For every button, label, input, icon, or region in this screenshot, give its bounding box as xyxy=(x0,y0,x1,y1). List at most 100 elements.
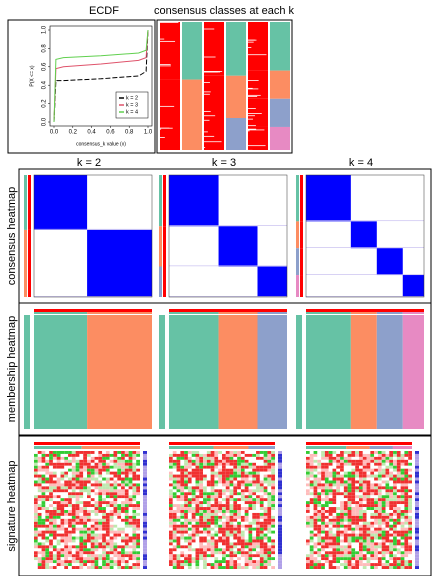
annotation xyxy=(278,459,282,463)
signature-cell xyxy=(359,530,363,534)
signature-cell xyxy=(191,548,196,552)
signature-cell xyxy=(309,521,314,525)
signature-cell xyxy=(184,477,188,481)
signature-cell xyxy=(377,554,382,558)
signature-cell xyxy=(191,483,196,487)
signature-cell xyxy=(180,465,185,469)
signature-cell xyxy=(351,501,356,505)
signature-cell xyxy=(87,456,91,460)
consensus-block xyxy=(350,221,377,249)
signature-cell xyxy=(222,495,226,499)
signature-cell xyxy=(184,521,188,525)
signature-cell xyxy=(351,498,356,502)
signature-cell xyxy=(328,462,333,466)
signature-cell xyxy=(328,501,333,505)
signature-cell xyxy=(355,536,359,540)
signature-cell xyxy=(75,498,80,502)
signature-cell xyxy=(347,548,352,552)
signature-cell xyxy=(400,515,405,519)
signature-cell xyxy=(248,459,253,463)
signature-cell xyxy=(206,527,211,531)
annotation xyxy=(300,175,303,222)
signature-cell xyxy=(52,465,57,469)
signature-cell xyxy=(240,515,245,519)
signature-cell xyxy=(49,566,53,569)
signature-cell xyxy=(233,480,238,484)
y-tick-label: 0.8 xyxy=(42,44,48,53)
signature-cell xyxy=(132,560,137,564)
y-tick-label: 1.0 xyxy=(42,25,48,34)
signature-cell xyxy=(195,566,200,569)
signature-cell xyxy=(263,486,268,490)
signature-cell xyxy=(317,462,322,466)
signature-cell xyxy=(71,459,76,463)
signature-cell xyxy=(187,545,192,549)
signature-cell xyxy=(37,468,42,472)
signature-cell xyxy=(180,524,185,528)
signature-cell xyxy=(49,468,53,472)
signature-cell xyxy=(83,489,87,493)
signature-cell xyxy=(45,498,50,502)
signature-cell xyxy=(180,459,185,463)
signature-cell xyxy=(259,527,264,531)
signature-cell xyxy=(124,451,129,454)
signature-cell xyxy=(206,504,211,508)
signature-cell xyxy=(113,471,118,475)
signature-cell xyxy=(385,474,390,478)
signature-cell xyxy=(252,462,257,466)
signature-cell xyxy=(90,471,95,475)
signature-cell xyxy=(347,480,352,484)
column-header: k = 2 xyxy=(77,157,101,169)
signature-cell xyxy=(377,542,382,546)
signature-cell xyxy=(210,545,215,549)
signature-cell xyxy=(263,554,268,558)
annotation xyxy=(415,524,419,528)
signature-cell xyxy=(374,483,378,487)
signature-cell xyxy=(136,456,140,460)
signature-cell xyxy=(306,504,310,508)
signature-cell xyxy=(128,545,133,549)
signature-cell xyxy=(332,459,337,463)
signature-cell xyxy=(128,501,133,505)
silhouette-gap xyxy=(204,56,216,58)
x-tick-label: 1.0 xyxy=(144,130,153,136)
signature-cell xyxy=(240,554,245,558)
signature-cell xyxy=(102,515,106,519)
signature-cell xyxy=(109,542,114,546)
signature-cell xyxy=(240,498,245,502)
signature-cell xyxy=(184,462,188,466)
signature-cell xyxy=(52,518,57,522)
signature-cell xyxy=(381,462,386,466)
signature-cell xyxy=(362,471,367,475)
signature-cell xyxy=(309,542,314,546)
signature-cell xyxy=(252,566,257,569)
signature-cell xyxy=(317,480,322,484)
signature-cell xyxy=(267,551,272,555)
signature-cell xyxy=(324,524,329,528)
signature-cell xyxy=(45,459,50,463)
signature-cell xyxy=(176,515,181,519)
signature-cell xyxy=(45,492,50,496)
signature-cell xyxy=(191,451,196,454)
signature-cell xyxy=(79,524,84,528)
signature-cell xyxy=(237,554,241,558)
signature-cell xyxy=(71,551,76,555)
signature-cell xyxy=(184,539,188,543)
signature-cell xyxy=(210,451,215,454)
signature-cell xyxy=(389,530,394,534)
signature-cell xyxy=(195,533,200,537)
annotation xyxy=(159,226,162,267)
signature-cell xyxy=(105,498,110,502)
signature-cell xyxy=(49,489,53,493)
heatmap-frame xyxy=(168,174,288,298)
signature-cell xyxy=(52,471,57,475)
signature-cell xyxy=(214,518,219,522)
signature-cell xyxy=(355,539,359,543)
signature-cell xyxy=(180,563,185,567)
signature-cell xyxy=(317,507,322,510)
signature-cell xyxy=(351,554,356,558)
signature-cell xyxy=(60,480,65,484)
signature-cell xyxy=(229,542,234,546)
signature-cell xyxy=(408,510,412,513)
signature-cell xyxy=(87,560,91,564)
